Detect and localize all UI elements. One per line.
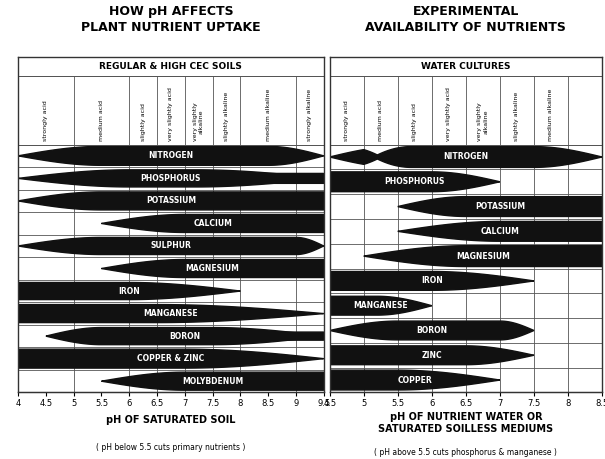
- Text: pH OF SATURATED SOIL: pH OF SATURATED SOIL: [106, 415, 236, 425]
- Polygon shape: [330, 346, 534, 365]
- Text: BORON: BORON: [416, 326, 447, 335]
- Text: EXPERIMENTAL
AVAILABILITY OF NUTRIENTS: EXPERIMENTAL AVAILABILITY OF NUTRIENTS: [365, 5, 566, 34]
- Text: BORON: BORON: [169, 331, 200, 341]
- Polygon shape: [398, 221, 602, 241]
- Text: medium acid: medium acid: [99, 100, 104, 141]
- Polygon shape: [18, 305, 324, 323]
- Polygon shape: [18, 146, 324, 165]
- Text: MANGANESE: MANGANESE: [353, 301, 408, 310]
- Polygon shape: [257, 174, 324, 183]
- Text: ( pH above 5.5 cuts phosphorus & manganese ): ( pH above 5.5 cuts phosphorus & mangane…: [374, 448, 557, 457]
- Text: SULPHUR: SULPHUR: [151, 241, 191, 251]
- Polygon shape: [102, 259, 324, 278]
- Text: slightly alkaline: slightly alkaline: [224, 92, 229, 141]
- Text: POTASSIUM: POTASSIUM: [146, 196, 196, 206]
- Polygon shape: [268, 332, 324, 340]
- Text: POTASSIUM: POTASSIUM: [475, 202, 525, 211]
- Text: medium acid: medium acid: [378, 100, 384, 141]
- Text: slightly acid: slightly acid: [140, 103, 146, 141]
- Polygon shape: [330, 296, 432, 315]
- Polygon shape: [18, 192, 324, 210]
- Text: IRON: IRON: [421, 276, 443, 285]
- Text: PHOSPHORUS: PHOSPHORUS: [385, 177, 445, 186]
- Polygon shape: [398, 196, 602, 217]
- Text: REGULAR & HIGH CEC SOILS: REGULAR & HIGH CEC SOILS: [99, 62, 243, 71]
- Polygon shape: [330, 370, 500, 390]
- Text: MANGANESE: MANGANESE: [143, 309, 198, 318]
- Polygon shape: [18, 282, 240, 300]
- Text: very slightly acid: very slightly acid: [446, 87, 451, 141]
- Polygon shape: [102, 214, 324, 232]
- Text: ( pH below 5.5 cuts primary nutrients ): ( pH below 5.5 cuts primary nutrients ): [96, 443, 246, 452]
- Text: slightly acid: slightly acid: [412, 103, 417, 141]
- Text: COPPER: COPPER: [397, 375, 432, 385]
- Text: ZINC: ZINC: [422, 351, 442, 360]
- Text: NITROGEN: NITROGEN: [148, 151, 194, 160]
- Text: IRON: IRON: [119, 286, 140, 296]
- Text: pH OF NUTRIENT WATER OR
SATURATED SOILLESS MEDIUMS: pH OF NUTRIENT WATER OR SATURATED SOILLE…: [378, 412, 554, 434]
- Text: strongly acid: strongly acid: [344, 101, 349, 141]
- Polygon shape: [18, 349, 324, 368]
- Text: HOW pH AFFECTS
PLANT NUTRIENT UPTAKE: HOW pH AFFECTS PLANT NUTRIENT UPTAKE: [81, 5, 261, 34]
- Text: CALCIUM: CALCIUM: [480, 227, 519, 236]
- Text: medium alkaline: medium alkaline: [548, 89, 554, 141]
- Text: very slightly
alkaline: very slightly alkaline: [193, 102, 204, 141]
- Text: very slightly
alkaline: very slightly alkaline: [477, 102, 488, 141]
- Text: strongly alkaline: strongly alkaline: [307, 89, 312, 141]
- Text: strongly acid: strongly acid: [44, 101, 48, 141]
- Text: slightly alkaline: slightly alkaline: [514, 92, 520, 141]
- Polygon shape: [46, 328, 324, 345]
- Text: NITROGEN: NITROGEN: [443, 152, 488, 162]
- Polygon shape: [330, 271, 534, 291]
- Text: MAGNESIUM: MAGNESIUM: [456, 252, 510, 261]
- Text: CALCIUM: CALCIUM: [193, 219, 232, 228]
- Text: PHOSPHORUS: PHOSPHORUS: [141, 174, 201, 183]
- Polygon shape: [18, 237, 324, 255]
- Text: very slightly acid: very slightly acid: [168, 87, 174, 141]
- Polygon shape: [364, 246, 602, 267]
- Polygon shape: [102, 372, 324, 390]
- Polygon shape: [18, 170, 324, 187]
- Text: MOLYBDENUM: MOLYBDENUM: [182, 377, 243, 386]
- Text: MAGNESIUM: MAGNESIUM: [186, 264, 240, 273]
- Polygon shape: [330, 172, 500, 192]
- Polygon shape: [330, 146, 602, 168]
- Polygon shape: [330, 321, 534, 340]
- Text: WATER CULTURES: WATER CULTURES: [421, 62, 511, 71]
- Text: medium alkaline: medium alkaline: [266, 89, 270, 141]
- Text: COPPER & ZINC: COPPER & ZINC: [137, 354, 204, 363]
